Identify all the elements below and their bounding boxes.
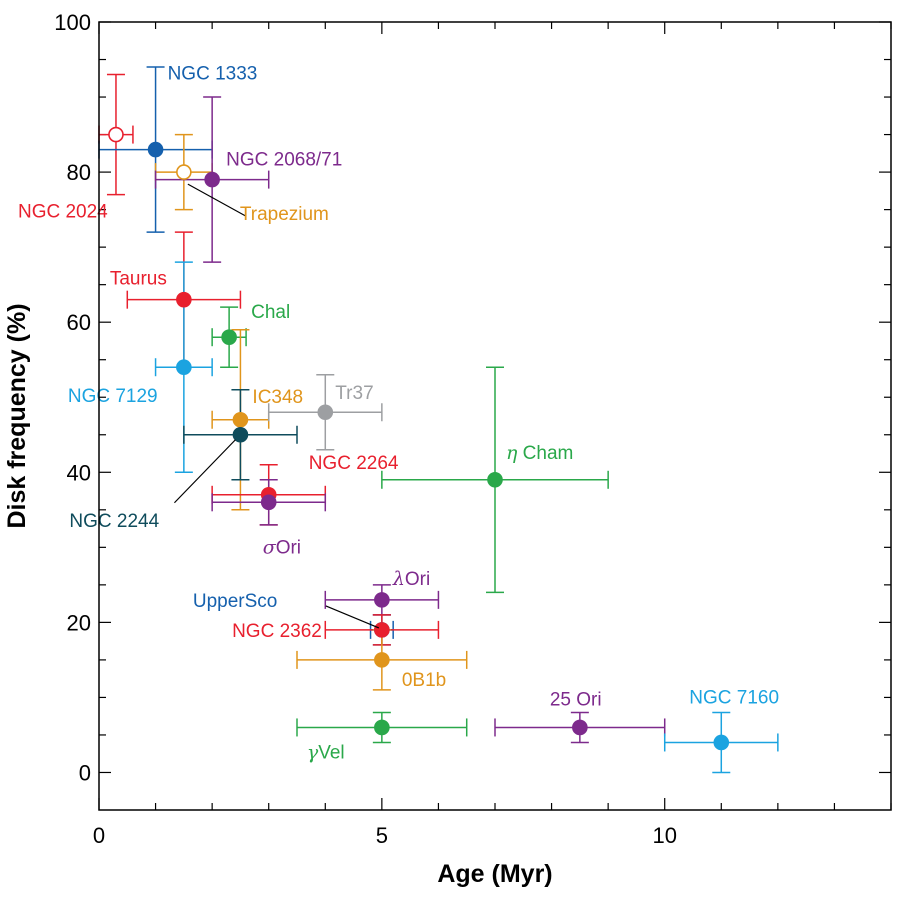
y-tick-label: 60: [67, 310, 91, 335]
point-label: NGC 2024: [18, 202, 108, 223]
tick-marks: [98, 21, 892, 810]
point-label: IC348: [252, 387, 303, 408]
point-label: NGC 2068/71: [226, 150, 342, 171]
x-axis-title: Age (Myr): [437, 860, 552, 888]
data-point: [713, 734, 730, 751]
data-point: [374, 622, 390, 638]
data-point: [108, 126, 124, 143]
x-tick-label: 10: [652, 823, 676, 848]
data-point: [317, 404, 334, 421]
data-point: [374, 592, 390, 608]
data-point: [232, 411, 249, 428]
y-axis-title: Disk frequency (%): [3, 303, 31, 528]
data-point: [221, 329, 237, 346]
error-bars: [98, 66, 779, 774]
data-point: [374, 652, 390, 668]
x-tick-label: 5: [376, 823, 388, 848]
plot-frame: [98, 21, 892, 811]
y-tick-label: 0: [79, 760, 91, 785]
point-label: NGC 2264: [309, 453, 399, 474]
data-point: [572, 719, 588, 736]
point-label: σOri: [263, 536, 301, 558]
leader-lines: [173, 183, 380, 629]
point-label: NGC 7129: [68, 386, 158, 407]
point-label: Chal: [251, 302, 290, 323]
data-point: [147, 141, 164, 158]
point-label: λOri: [392, 568, 430, 590]
point-label: NGC 2244: [69, 511, 159, 532]
point-label: η Cham: [506, 442, 573, 464]
point-label: Trapezium: [240, 204, 329, 225]
point-label: 0B1b: [402, 670, 446, 691]
data-point: [487, 471, 503, 488]
y-tick-label: 100: [54, 10, 91, 35]
leader-line: [187, 183, 247, 217]
point-label: UpperSco: [193, 591, 278, 612]
x-tick-label: 0: [93, 823, 105, 848]
data-point: [260, 494, 277, 511]
data-point: [176, 291, 192, 308]
leader-line: [173, 439, 236, 504]
point-labels: NGC 2024 NGC 1333 Trapezium NGC 2068/71 Taur…: [18, 64, 779, 764]
point-label: 25 Ori: [550, 689, 602, 710]
data-point: [374, 719, 390, 736]
point-label: NGC 7160: [689, 687, 779, 708]
data-point: [204, 171, 220, 188]
data-point: [176, 359, 192, 376]
data-point: [232, 426, 249, 443]
data-points: [108, 126, 730, 751]
point-label: γVel: [307, 741, 345, 763]
y-tick-label: 20: [67, 610, 91, 635]
point-label: Tr37: [335, 383, 373, 404]
y-tick-label: 80: [67, 160, 91, 185]
point-label: NGC 2362: [232, 621, 322, 642]
point-label: Taurus: [110, 269, 167, 290]
leader-line: [325, 605, 380, 629]
data-point: [176, 164, 192, 180]
point-label: NGC 1333: [168, 64, 258, 85]
y-tick-label: 40: [67, 460, 91, 485]
